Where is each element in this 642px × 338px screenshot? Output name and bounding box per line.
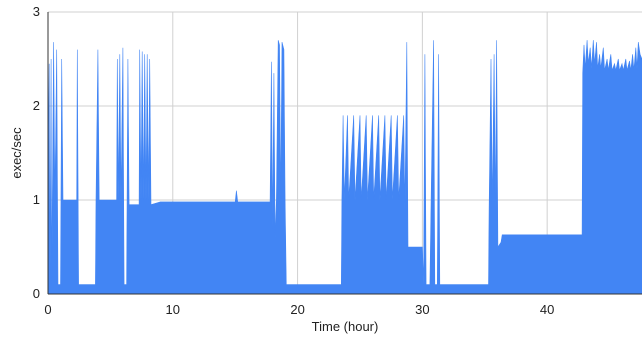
y-axis-label: exec/sec — [9, 127, 24, 179]
x-tick-label: 20 — [290, 302, 304, 317]
y-tick-label: 2 — [33, 98, 40, 113]
x-axis-label: Time (hour) — [312, 319, 379, 334]
x-tick-label: 30 — [415, 302, 429, 317]
x-tick-label: 0 — [44, 302, 51, 317]
y-tick-label: 1 — [33, 192, 40, 207]
series-area — [47, 40, 642, 295]
x-tick-label: 40 — [540, 302, 554, 317]
y-tick-label: 3 — [33, 4, 40, 19]
area-series — [47, 40, 642, 295]
y-tick-label: 0 — [33, 286, 40, 301]
x-tick-label: 10 — [166, 302, 180, 317]
axes — [47, 12, 642, 295]
